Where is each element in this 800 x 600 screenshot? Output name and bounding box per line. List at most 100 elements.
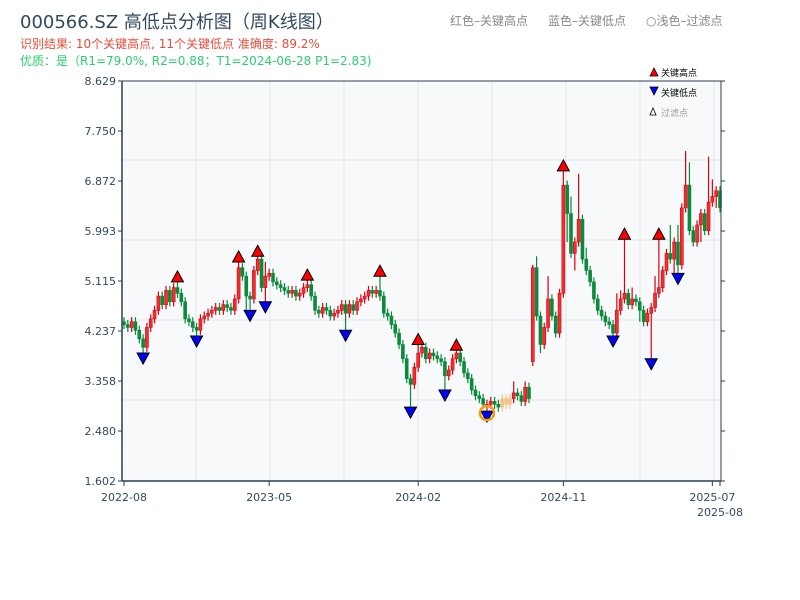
candle-body: [385, 312, 390, 317]
candle-body: [672, 241, 676, 260]
legend-filtered-icon: [649, 106, 657, 116]
candle-body: [183, 301, 187, 320]
key-low-marker: [258, 301, 273, 314]
candle-body: [695, 224, 699, 243]
candle-body: [255, 258, 260, 271]
key-high-marker: [250, 244, 265, 257]
candle-body: [282, 287, 287, 291]
candle-body: [637, 301, 642, 311]
candle-body: [569, 213, 573, 254]
candle-body: [576, 218, 581, 243]
candle-body: [366, 290, 371, 297]
candle-body: [710, 196, 715, 203]
plot-area: [122, 81, 721, 481]
x-tick-label: 2025-08: [697, 506, 743, 519]
candle-body: [630, 298, 634, 305]
candle-body: [527, 386, 531, 399]
x-tick-label: 2024-11: [540, 491, 586, 504]
candle-body: [210, 310, 214, 314]
candle-body: [580, 218, 585, 260]
candle-body: [618, 298, 623, 311]
key-low-marker: [606, 335, 620, 349]
candle-body: [343, 304, 348, 314]
candle-body: [320, 307, 325, 314]
candle-body: [309, 284, 314, 297]
candle-body: [660, 270, 665, 288]
candle-body: [401, 344, 405, 360]
y-tick-label: 4.237: [85, 325, 117, 338]
candle-body: [496, 403, 501, 408]
legend: 关键高点 关键低点 过滤点: [649, 67, 697, 119]
candle-body: [699, 213, 703, 226]
candle-body: [645, 312, 650, 323]
candle-body: [664, 253, 669, 271]
y-tick-label: 1.602: [85, 475, 117, 488]
candle-body: [152, 310, 157, 320]
candle-body: [397, 332, 401, 345]
candle-body: [259, 258, 264, 288]
candle-body: [351, 304, 356, 311]
candle-body: [446, 369, 451, 377]
candle-body: [148, 318, 153, 328]
candle-body: [565, 184, 569, 214]
candle-body: [676, 241, 680, 266]
x-tick-label: 2022-08: [101, 491, 147, 504]
result-summary: 识别结果: 10个关键高点, 11个关键低点 准确度: 89.2%: [20, 37, 320, 51]
candle-body: [313, 295, 317, 311]
candle-body: [542, 327, 547, 345]
hint-key-high: 红色–关键高点: [450, 14, 529, 28]
candle-body: [217, 307, 222, 311]
candle-body: [389, 315, 394, 325]
candle-body: [126, 324, 130, 328]
candle-body: [553, 315, 558, 334]
key-low-marker: [644, 358, 659, 371]
quality-summary: 优质：是（R1=79.0%, R2=0.88；T1=2024-06-28 P1=…: [20, 54, 372, 68]
candle-body: [263, 275, 268, 288]
candle-body: [561, 184, 566, 294]
key-low-marker: [438, 389, 452, 403]
candle-body: [588, 270, 592, 283]
candle-body: [225, 304, 229, 308]
candle-body: [133, 321, 138, 331]
candle-body: [290, 290, 294, 294]
y-tick-label: 7.750: [85, 125, 117, 138]
candle-body: [286, 290, 291, 294]
candle-body: [443, 361, 447, 377]
x-tick-label: 2025-07: [689, 491, 735, 504]
candle-body: [129, 321, 134, 328]
key-high-marker: [170, 269, 185, 283]
candle-body: [615, 310, 619, 334]
candle-body: [573, 241, 577, 254]
candle-body: [454, 352, 459, 360]
candle-body: [500, 398, 505, 408]
candle-body: [691, 230, 696, 243]
candle-body: [240, 267, 245, 277]
candle-body: [641, 310, 646, 323]
key-low-marker: [338, 329, 353, 343]
key-high-marker: [300, 268, 315, 281]
x-tick-label: 2024-02: [395, 491, 441, 504]
candle-body: [347, 304, 352, 314]
candle-body: [679, 207, 684, 266]
candle-body: [156, 295, 161, 311]
candle-body: [668, 253, 673, 260]
y-tick-label: 5.115: [85, 275, 117, 288]
candle-body: [301, 287, 306, 294]
hint-key-low: 蓝色–关键低点: [548, 14, 627, 28]
candle-body: [305, 284, 310, 288]
candle-body: [657, 287, 661, 294]
candle-body: [202, 315, 207, 320]
page-title: 000566.SZ 高低点分析图（周K线图）: [20, 12, 334, 33]
candle-body: [355, 301, 359, 311]
candle-body: [381, 295, 386, 314]
candle-body: [175, 287, 180, 294]
key-high-marker: [411, 332, 426, 345]
legend-low-label: 关键低点: [661, 87, 697, 99]
candle-body: [248, 295, 252, 300]
key-high-marker: [373, 264, 387, 277]
candle-body: [481, 398, 485, 405]
candle-body: [416, 352, 420, 368]
candle-body: [171, 287, 176, 303]
candle-body: [278, 284, 283, 288]
